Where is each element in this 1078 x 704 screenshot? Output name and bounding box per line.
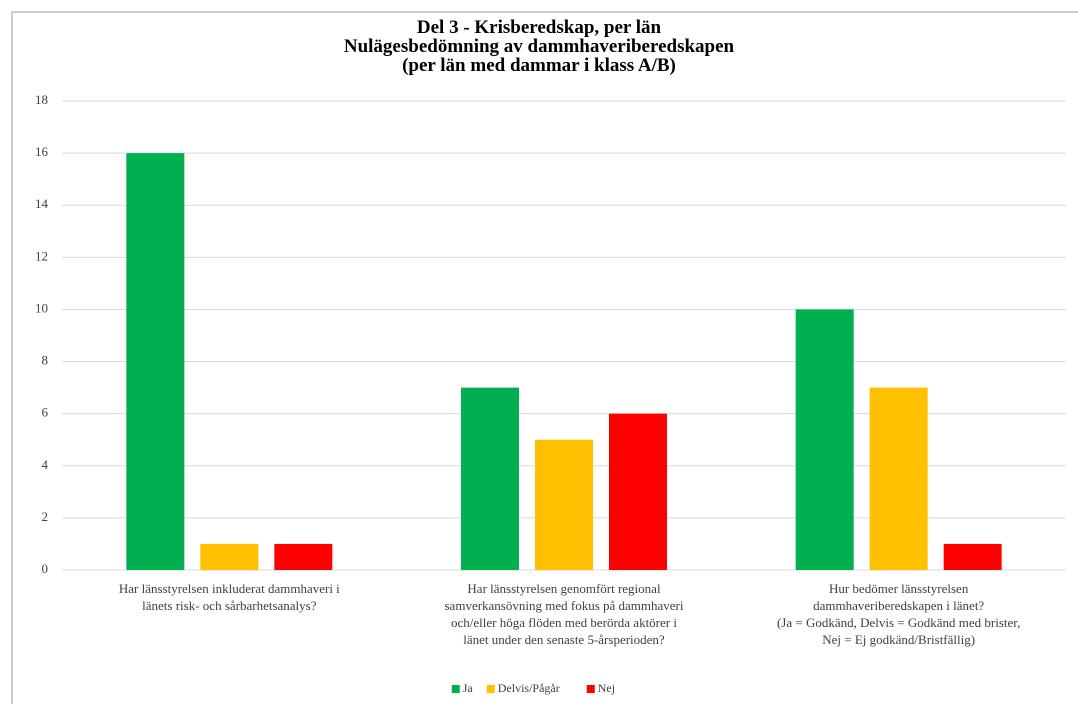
bar (274, 543, 333, 570)
y-tick-label: 10 (35, 300, 48, 315)
chart-border (11, 11, 1078, 704)
bar (200, 543, 259, 570)
y-tick-label: 6 (42, 405, 49, 420)
bar (126, 153, 185, 570)
legend-label: Delvis/Pågår (498, 681, 560, 695)
chart-title: Del 3 - Krisberedskap, per län Nulägesbe… (343, 17, 735, 76)
legend-label: Nej (598, 681, 615, 695)
y-tick-label: 16 (35, 144, 49, 159)
legend-label: Ja (463, 681, 474, 695)
legend-swatch (486, 685, 495, 693)
y-tick-label: 4 (42, 457, 49, 472)
bar (943, 543, 1002, 570)
y-tick-label: 14 (35, 196, 49, 211)
y-tick-label: 18 (35, 92, 48, 107)
y-tick-label: 8 (42, 353, 49, 368)
bar (869, 387, 928, 570)
legend-swatch (586, 685, 595, 693)
y-tick-label: 2 (42, 509, 49, 524)
bar (795, 309, 854, 570)
y-tick-label: 0 (42, 561, 49, 576)
bar (461, 387, 519, 570)
bar (535, 439, 593, 570)
bar (609, 413, 667, 570)
y-tick-label: 12 (35, 248, 48, 263)
legend-swatch (451, 685, 460, 693)
x-tick-label: Hur bedömer länsstyrelsen dammhaveribere… (776, 581, 1021, 647)
x-tick-label: Har länsstyrelsen genomfört regional sam… (444, 581, 684, 647)
x-tick-label: Har länsstyrelsen inkluderat dammhaveri … (118, 581, 340, 613)
